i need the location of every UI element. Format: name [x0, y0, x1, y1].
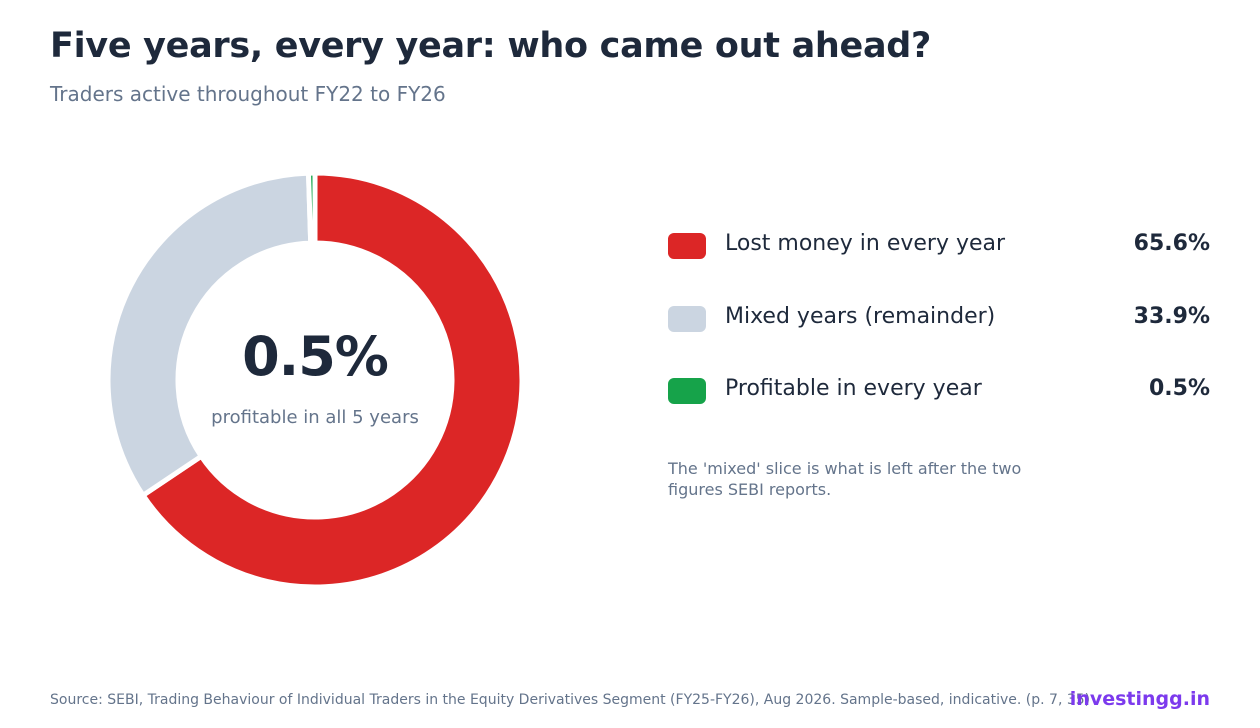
legend-label: Profitable in every year — [725, 376, 982, 401]
legend-label: Lost money in every year — [725, 231, 1006, 256]
legend-item-profitable-every-year: Profitable in every year 0.5% — [668, 373, 1210, 407]
center-value: 0.5% — [242, 325, 389, 388]
legend-item-lost-every-year: Lost money in every year 65.6% — [668, 228, 1210, 262]
brand-logo: investingg.in — [1069, 688, 1210, 710]
legend-value: 65.6% — [1133, 231, 1210, 256]
center-label: profitable in all 5 years — [211, 407, 419, 428]
donut-slice-2 — [305, 170, 318, 246]
legend-swatch — [668, 306, 706, 332]
chart-note: The 'mixed' slice is what is left after … — [668, 459, 1022, 499]
legend-swatch — [668, 378, 706, 404]
chart-title: Five years, every year: who came out ahe… — [50, 26, 932, 66]
donut-slice-0 — [139, 170, 525, 590]
legend-value: 33.9% — [1133, 304, 1210, 329]
chart-subtitle: Traders active throughout FY22 to FY26 — [50, 82, 446, 106]
legend-swatch — [668, 233, 706, 259]
legend-value: 0.5% — [1148, 376, 1210, 401]
donut-slice-1 — [105, 170, 314, 499]
donut-chart — [105, 170, 525, 590]
legend-label: Mixed years (remainder) — [725, 304, 996, 329]
source-citation: Source: SEBI, Trading Behaviour of Indiv… — [50, 692, 1091, 708]
legend-item-mixed-years: Mixed years (remainder) 33.9% — [668, 301, 1210, 335]
